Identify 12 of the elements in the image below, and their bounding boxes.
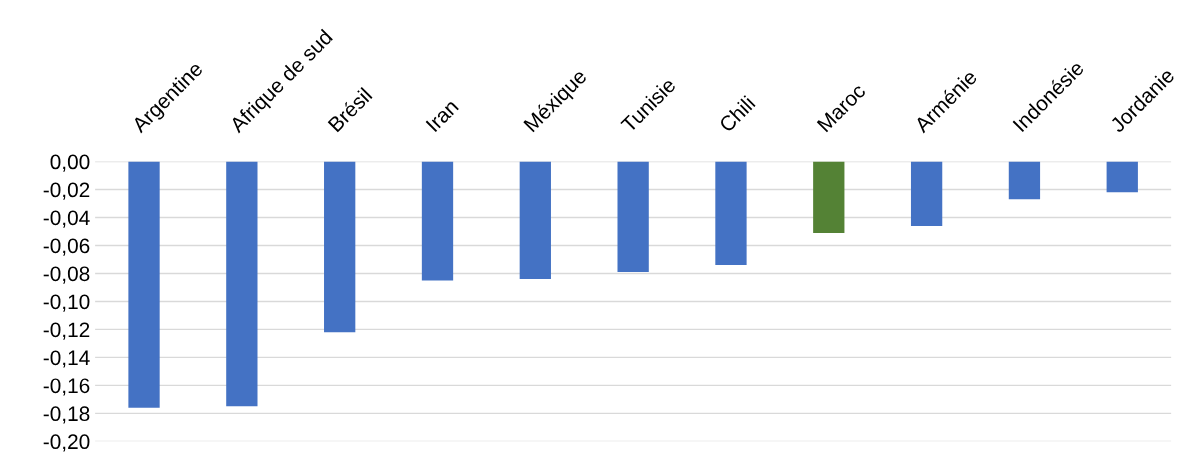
x-tick-label: Iran <box>425 98 460 133</box>
y-tick-label: -0,02 <box>43 182 90 200</box>
y-tick-label: -0,16 <box>43 378 90 396</box>
y-tick-label: -0,06 <box>43 238 90 256</box>
y-tick-label: -0,04 <box>43 210 90 228</box>
y-tick-label: -0,12 <box>43 322 90 340</box>
y-tick-label: -0,18 <box>43 406 90 424</box>
y-tick-label: -0,20 <box>43 434 90 452</box>
y-tick-label: -0,14 <box>43 350 90 368</box>
y-tick-label: -0,10 <box>43 294 90 312</box>
y-tick-label: 0,00 <box>50 154 90 172</box>
y-tick-label: -0,08 <box>43 266 90 284</box>
